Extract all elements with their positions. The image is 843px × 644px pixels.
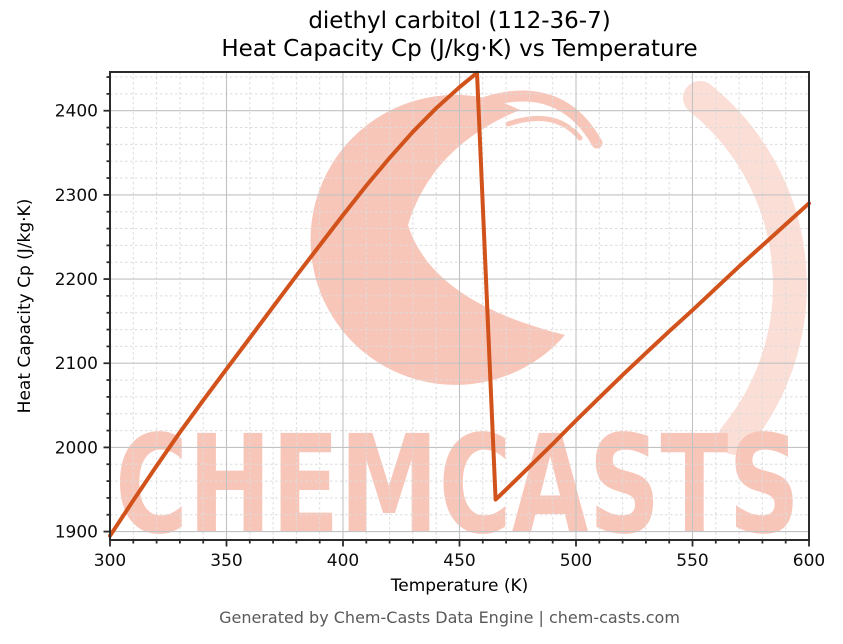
x-tick-label: 600	[793, 551, 825, 571]
data-line-heat-capacity	[108, 70, 811, 538]
x-tick-label: 550	[676, 551, 708, 571]
watermark-logo-c-swoosh	[310, 94, 565, 385]
chart-title-property: Heat Capacity Cp (J/kg·K) vs Temperature	[221, 36, 698, 62]
chart-title-compound: diethyl carbitol (112-36-7)	[308, 8, 611, 34]
x-tick-label: 500	[560, 551, 592, 571]
y-tick-label: 2000	[55, 438, 98, 458]
x-tick-label: 400	[327, 551, 359, 571]
y-tick-label: 2400	[55, 102, 98, 122]
watermark-logo-inner-swoosh	[477, 90, 603, 149]
axis-ticks	[103, 76, 810, 547]
watermark-layer: CHEMCASTS	[115, 81, 807, 565]
watermark-logo-inner-swoosh-2	[505, 116, 583, 141]
x-tick-label: 350	[210, 551, 242, 571]
axis-tick-labels: 300 350 400 450 500 550 600 1900 2000 2100 2200 230…	[55, 102, 825, 571]
watermark-logo-faint-arc	[683, 81, 807, 455]
y-tick-label: 2300	[55, 186, 98, 206]
watermark-text: CHEMCASTS	[115, 407, 800, 565]
x-tick-label: 300	[94, 551, 126, 571]
y-tick-label: 1900	[55, 523, 98, 543]
y-axis-label: Heat Capacity Cp (J/kg·K)	[15, 198, 35, 414]
x-tick-label: 450	[443, 551, 475, 571]
y-tick-label: 2100	[55, 354, 98, 374]
y-tick-label: 2200	[55, 270, 98, 290]
x-axis-label: Temperature (K)	[390, 576, 529, 596]
footer-attribution: Generated by Chem-Casts Data Engine | ch…	[219, 608, 680, 627]
